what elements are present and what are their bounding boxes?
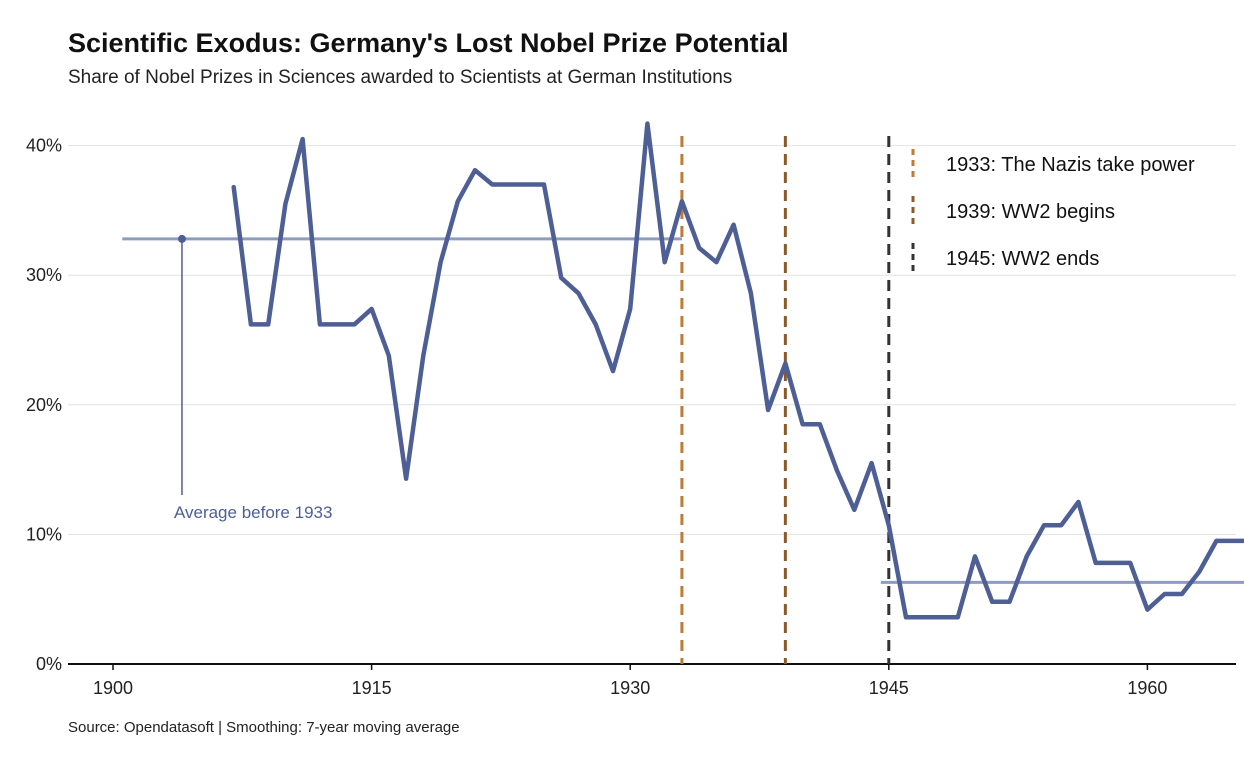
average-before-label: Average before 1933 xyxy=(174,503,332,522)
y-tick-label: 20% xyxy=(26,395,62,415)
y-tick-label: 40% xyxy=(26,136,62,156)
legend-label: 1933: The Nazis take power xyxy=(946,154,1195,176)
series-line xyxy=(231,121,1244,620)
x-tick-label: 1915 xyxy=(352,678,392,698)
series xyxy=(231,121,1244,620)
legend: 1933: The Nazis take power 1939: WW2 begi… xyxy=(911,149,1195,273)
y-tick-label: 10% xyxy=(26,524,62,544)
x-tick-label: 1960 xyxy=(1127,678,1167,698)
y-tick-label: 0% xyxy=(36,654,62,674)
chart-subtitle: Share of Nobel Prizes in Sciences awarde… xyxy=(68,67,732,88)
y-axis: 0% 10% 20% 30% 40% xyxy=(26,136,62,674)
average-lines xyxy=(122,237,1244,584)
event-lines xyxy=(680,136,891,664)
chart-source: Source: Opendatasoft | Smoothing: 7-year… xyxy=(68,719,460,736)
x-axis: 190019151930194519601975199020052020 xyxy=(68,663,1236,698)
y-tick-label: 30% xyxy=(26,265,62,285)
chart-title: Scientific Exodus: Germany's Lost Nobel … xyxy=(68,28,789,58)
x-tick-label: 1900 xyxy=(93,678,133,698)
annotations: Average before 1933Average after 1945 xyxy=(174,234,332,522)
legend-label: 1945: WW2 ends xyxy=(946,248,1099,270)
x-tick-label: 1930 xyxy=(610,678,650,698)
x-tick-label: 1945 xyxy=(869,678,909,698)
legend-label: 1939: WW2 begins xyxy=(946,201,1115,223)
